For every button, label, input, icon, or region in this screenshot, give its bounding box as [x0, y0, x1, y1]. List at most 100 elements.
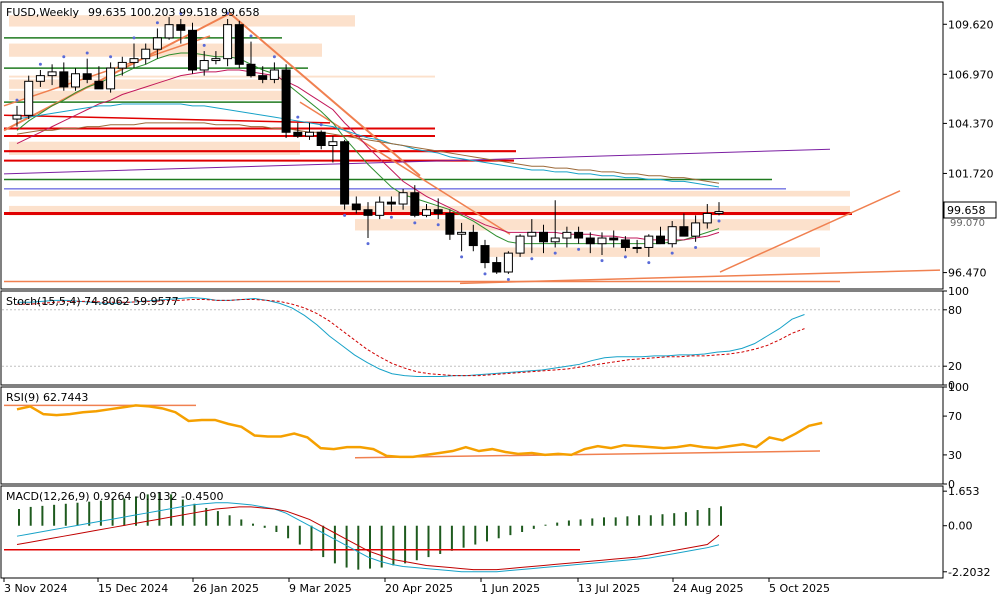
signal-dot-16: [202, 43, 206, 47]
panel-frame-stoch: [0, 290, 944, 386]
signal-dot-26: [319, 123, 323, 127]
price-tag: 99.658: [947, 204, 986, 217]
price-zone-0: [9, 15, 355, 27]
candle-body-42: [503, 252, 513, 273]
rsi-panel: [4, 404, 823, 459]
signal-dot-48: [577, 247, 581, 251]
candle-body-37: [445, 212, 455, 235]
price-zone-2: [9, 79, 290, 89]
candle-body-7: [94, 80, 104, 90]
candle-body-50: [597, 237, 607, 245]
candles: [12, 17, 724, 274]
signal-dot-52: [623, 255, 627, 259]
candle-body-33: [398, 192, 408, 205]
candle-body-34: [410, 192, 420, 216]
candle-body-59: [702, 212, 712, 224]
candle-body-10: [129, 58, 139, 63]
panel-frames: [0, 1, 944, 579]
signal-dot-18: [226, 11, 230, 15]
candle-body-22: [269, 69, 279, 80]
price-tick-4: 96.470: [948, 267, 987, 280]
stoch-tick-1: 80: [948, 304, 962, 317]
x-tick-6: 13 Jul 2025: [578, 582, 640, 595]
chart-symbol: FUSD,Weekly: [6, 6, 80, 19]
candle-body-52: [620, 239, 630, 248]
candle-body-44: [527, 231, 537, 237]
signal-dot-50: [600, 259, 604, 263]
macd-tick-0: 1.653: [948, 485, 980, 498]
signal-dot-36: [436, 223, 440, 227]
candle-body-35: [422, 209, 431, 216]
candle-body-21: [258, 75, 268, 80]
macd-line-1: [16, 506, 720, 571]
price-zone-3: [9, 90, 290, 101]
stochastic-panel: [2, 297, 942, 378]
candle-body-31: [375, 201, 385, 216]
candle-body-30: [363, 209, 373, 216]
signal-dot-12: [155, 21, 159, 25]
panel-frame-rsi: [0, 386, 944, 485]
signal-dot-44: [530, 257, 534, 261]
candle-body-9: [117, 61, 127, 69]
trend-line-1: [229, 12, 421, 177]
price-zone-8: [484, 247, 820, 257]
candle-body-32: [386, 201, 396, 205]
price-tick-1: 106.970: [948, 68, 994, 81]
trend-line-6: [719, 190, 901, 273]
candle-body-23: [281, 69, 291, 133]
candle-body-60: [714, 211, 724, 214]
candle-body-1: [24, 80, 34, 116]
price-tag-box: [943, 201, 997, 219]
candle-body-12: [152, 37, 162, 50]
rsi-line: [16, 404, 823, 459]
y-axis-ticks: 109.620 106.970 104.370 101.720 96.470 100 80 2…: [943, 18, 994, 579]
signal-dot-14: [179, 11, 183, 15]
trend-line-3: [3, 114, 331, 124]
candle-body-2: [35, 75, 45, 82]
signal-dot-24: [296, 115, 300, 119]
candle-body-56: [667, 226, 677, 245]
candle-body-25: [305, 131, 314, 137]
x-tick-1: 15 Dec 2024: [98, 582, 168, 595]
price-zone-4: [9, 141, 300, 155]
candle-body-14: [176, 24, 186, 31]
candle-body-16: [199, 60, 209, 71]
trend-line-4: [3, 148, 831, 175]
signal-dot-10: [132, 36, 136, 40]
signal-dot-58: [694, 245, 698, 249]
signal-dots: [15, 11, 721, 282]
candle-body-4: [59, 71, 69, 88]
rsi-tick-2: 30: [948, 449, 962, 462]
stoch-tick-2: 20: [948, 360, 962, 373]
price-zone-5: [9, 190, 850, 197]
macd-panel: [4, 492, 722, 573]
candle-body-29: [351, 203, 361, 211]
candle-body-24: [293, 131, 303, 137]
candle-body-0: [12, 114, 22, 120]
signal-dot-2: [38, 62, 42, 66]
candle-body-41: [492, 262, 502, 273]
rsi-title: RSI(9) 62.7443: [6, 391, 88, 404]
candle-body-6: [82, 73, 92, 80]
signal-dot-28: [343, 213, 347, 217]
signal-dot-8: [109, 55, 113, 59]
signal-dot-32: [389, 215, 393, 219]
price-tick-3: 101.720: [948, 167, 994, 180]
candle-body-27: [328, 141, 338, 146]
rsi-tick-3: 0: [948, 478, 955, 491]
x-tick-7: 24 Aug 2025: [673, 582, 743, 595]
candle-body-8: [106, 67, 116, 90]
candle-body-54: [644, 235, 654, 248]
signal-dot-46: [553, 251, 557, 255]
candle-body-18: [223, 24, 233, 60]
stoch-tick-3: 0: [948, 379, 955, 392]
stoch-title: Stoch(15,5,4) 74.8062 59.9577: [6, 295, 179, 308]
signal-dot-30: [366, 242, 370, 246]
chart-ohlc: 99.635 100.203 99.518 99.658: [88, 6, 259, 19]
price-tick-0: 109.620: [948, 18, 994, 31]
x-axis-ticks: 3 Nov 2024 15 Dec 2024 26 Jan 2025 9 Mar 20…: [3, 578, 830, 595]
candle-body-40: [480, 245, 490, 264]
candle-body-5: [71, 73, 80, 88]
